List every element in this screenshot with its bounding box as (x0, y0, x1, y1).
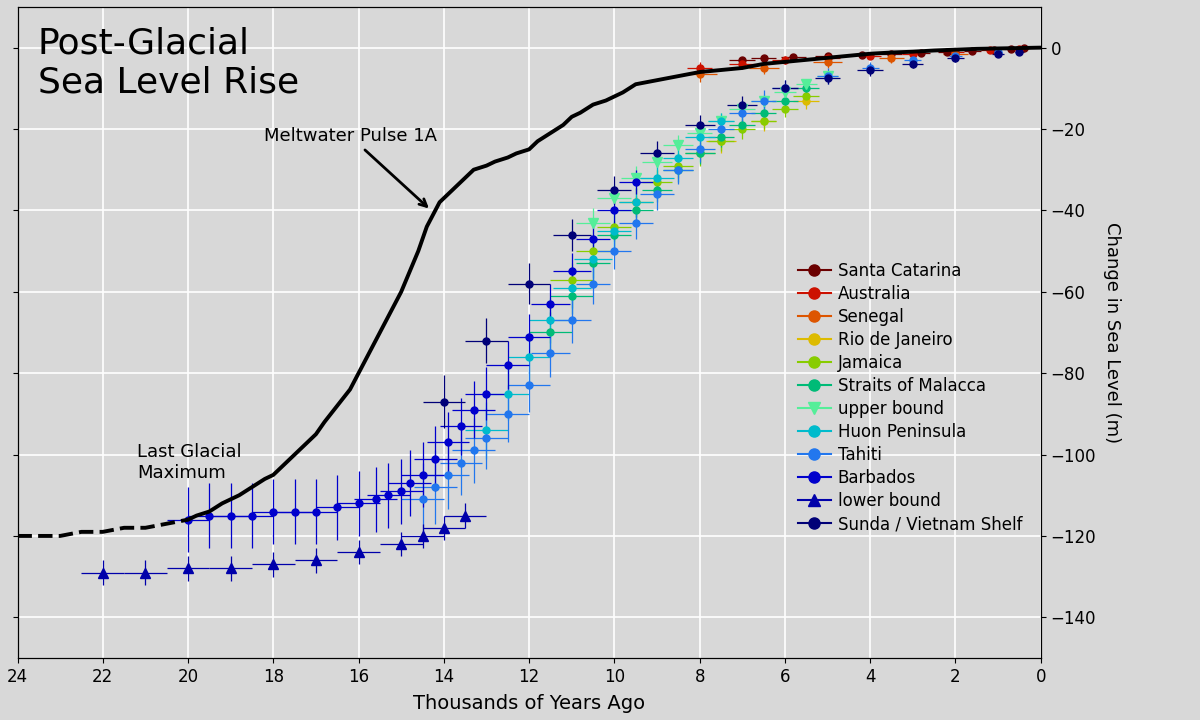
Text: Post-Glacial
Sea Level Rise: Post-Glacial Sea Level Rise (38, 27, 299, 100)
Text: Meltwater Pulse 1A: Meltwater Pulse 1A (264, 127, 437, 207)
Y-axis label: Change in Sea Level (m): Change in Sea Level (m) (1103, 222, 1121, 443)
Legend: Santa Catarina, Australia, Senegal, Rio de Janeiro, Jamaica, Straits of Malacca,: Santa Catarina, Australia, Senegal, Rio … (798, 262, 1022, 533)
Text: Last Glacial
Maximum: Last Glacial Maximum (137, 444, 241, 482)
X-axis label: Thousands of Years Ago: Thousands of Years Ago (413, 694, 646, 713)
